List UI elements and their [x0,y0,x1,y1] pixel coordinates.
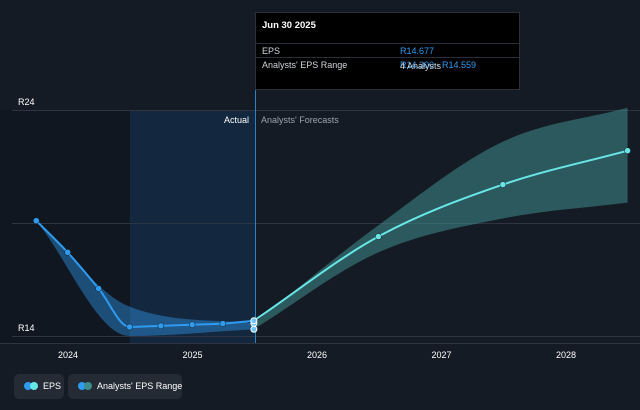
tooltip-row-eps: EPS R14.677 [256,43,519,57]
legend-item-eps[interactable]: EPS [14,374,64,399]
eps-range-band-actual [36,220,254,336]
tooltip-range-label: Analysts' EPS Range [262,60,348,70]
eps-forecast-line [253,149,628,322]
eps-actual-point [33,217,40,224]
x-tick-label: 2025 [182,350,202,360]
eps-forecast-point [624,147,631,154]
legend-eps-dot-actual [24,382,32,390]
eps-actual-point [219,320,227,327]
x-tick-label: 2024 [58,350,78,360]
eps-forecast-point [375,233,382,240]
legend-eps-label: EPS [43,381,62,391]
legend-range-dot-forecast [84,382,92,390]
x-tick-label: 2026 [307,350,327,360]
eps-actual-point [64,249,71,256]
eps-actual-point [188,321,196,328]
label-layer: Actual Analysts' Forecasts R14 R24 2024 202… [18,97,576,360]
legend-range-dot-actual [78,382,86,390]
x-tick-label: 2028 [556,350,576,360]
tooltip-date: Jun 30 2025 [262,20,316,31]
legend-range-swatch [78,382,92,390]
tooltip-analyst-count: 4 Analysts [400,61,442,71]
tooltip-eps-value: R14.677 [400,46,435,56]
range-band-layer [36,107,628,336]
legend-item-range[interactable]: Analysts' EPS Range [68,374,182,399]
forecast-region-label: Analysts' Forecasts [261,115,339,125]
eps-forecast-point [499,181,507,188]
legend-eps-swatch [24,382,38,390]
series-point-layer [33,147,631,333]
tooltip-eps-label: EPS [262,46,281,56]
hover-range-low-point [250,325,258,333]
legend-range-label: Analysts' EPS Range [97,381,183,391]
actual-shade-highlight [130,110,255,343]
grid-layer [0,110,640,344]
hover-eps-point [250,317,258,325]
eps-range-band-forecast [253,107,628,330]
eps-actual-point [95,285,102,292]
actual-region-label: Actual [224,115,249,125]
legend-eps-dot-forecast [30,382,38,390]
eps-actual-point [157,322,165,330]
y-tick-label: R14 [18,323,35,333]
eps-actual-point [126,323,133,331]
eps-tooltip: Jun 30 2025 EPS R14.677 Analysts' EPS Ra… [255,12,520,90]
tooltip-range-value: R14.300 - R14.559 [400,60,477,70]
x-tick-label: 2027 [431,350,451,360]
y-tick-label: R24 [18,97,35,107]
tooltip-row-range: Analysts' EPS Range R14.300 - R14.559 [256,57,519,71]
